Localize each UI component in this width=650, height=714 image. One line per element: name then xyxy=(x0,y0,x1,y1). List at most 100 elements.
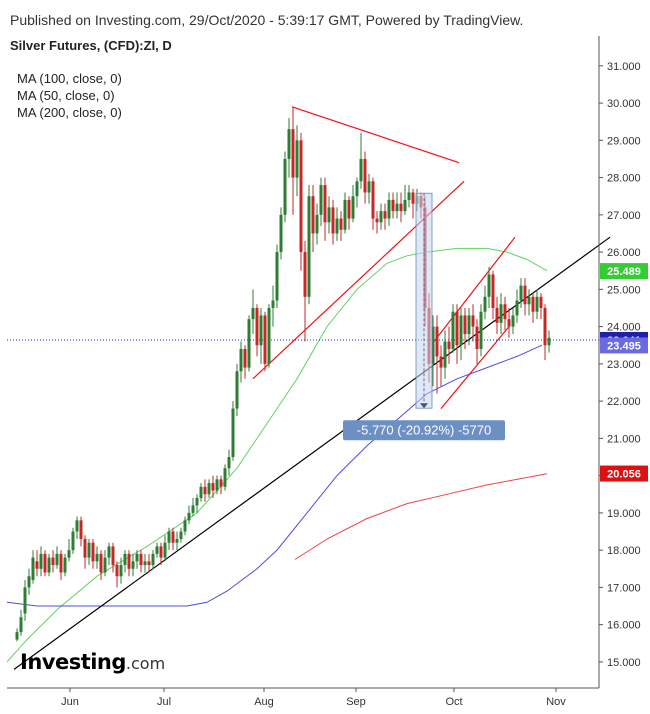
candle-body-69 xyxy=(291,129,295,178)
x-tick-label-3: Sep xyxy=(346,696,366,708)
y-tick-label-3: 18.000 xyxy=(607,545,641,557)
logo-text: Investing xyxy=(20,650,126,674)
x-tick-label-4: Oct xyxy=(445,696,462,708)
candle-body-98 xyxy=(407,192,411,200)
candle-body-70 xyxy=(295,140,299,178)
candle-body-71 xyxy=(299,140,303,253)
legend-item-ma200[interactable]: MA (200, close, 0) xyxy=(17,105,122,120)
candle-body-79 xyxy=(331,207,335,234)
x-tick-label-5: Nov xyxy=(546,696,566,708)
trendline-3 xyxy=(433,236,516,342)
candle-body-78 xyxy=(327,207,331,223)
candle-body-4 xyxy=(31,557,35,580)
candle-body-18 xyxy=(87,542,91,558)
candle-body-3 xyxy=(27,576,31,588)
candle-body-46 xyxy=(199,486,203,498)
candle-body-16 xyxy=(79,520,83,539)
candle-body-58 xyxy=(247,319,251,368)
candle-body-14 xyxy=(71,531,75,551)
candle-body-87 xyxy=(363,158,367,193)
candle-body-76 xyxy=(319,185,323,215)
price-label-ma100: 23.495 xyxy=(607,340,641,352)
y-tick-label-9: 24.000 xyxy=(607,322,641,334)
y-tick-label-0: 15.000 xyxy=(607,657,641,669)
y-tick-label-14: 29.000 xyxy=(607,135,641,147)
candle-body-72 xyxy=(303,252,307,297)
chart-title: Silver Futures, (CFD):ZI, D xyxy=(10,38,172,53)
candle-body-115 xyxy=(475,326,479,349)
logo-suffix: .com xyxy=(125,654,166,673)
candle-body-132 xyxy=(543,307,547,346)
candle-body-129 xyxy=(531,296,535,312)
y-tick-label-15: 30.000 xyxy=(607,98,641,110)
x-tick-label-1: Jul xyxy=(157,696,171,708)
candle-body-43 xyxy=(187,512,191,521)
candle-body-118 xyxy=(487,274,491,297)
measure-label-bg xyxy=(343,420,505,441)
measure-label: -5.770 (-20.92%) -5770 xyxy=(357,423,491,438)
measure-annotation: -5.770 (-20.92%) -5770 xyxy=(343,192,505,441)
candle-body-31 xyxy=(139,553,143,566)
candle-body-68 xyxy=(287,129,291,159)
candle-body-37 xyxy=(163,542,167,558)
y-tick-label-11: 26.000 xyxy=(607,247,641,259)
candle-body-26 xyxy=(119,565,123,577)
candle-body-49 xyxy=(211,483,215,491)
ma-line-2 xyxy=(294,473,548,560)
candle-body-42 xyxy=(183,520,187,532)
candle-body-82 xyxy=(343,199,347,230)
candle-body-52 xyxy=(223,468,227,487)
y-tick-label-12: 27.000 xyxy=(607,210,641,222)
candle-body-61 xyxy=(259,315,263,346)
candle-body-15 xyxy=(75,520,79,532)
candle-body-47 xyxy=(203,486,207,495)
trendline-2 xyxy=(440,326,510,409)
chart-area: -5.770 (-20.92%) -5770 15.000 16.000 17.00… xyxy=(6,36,650,709)
candle-body-126 xyxy=(519,285,523,301)
candle-body-50 xyxy=(215,479,219,491)
candle-body-107 xyxy=(443,341,447,368)
candle-body-90 xyxy=(375,218,379,223)
measure-arrow xyxy=(420,403,428,409)
published-header: Published on Investing.com, 29/Oct/2020 … xyxy=(10,12,524,28)
candle-body-8 xyxy=(47,557,51,573)
trendline-0 xyxy=(291,106,460,164)
candle-body-111 xyxy=(459,315,463,346)
axes: 15.00016.00017.00018.00019.00020.00021.0… xyxy=(7,36,641,708)
candle-body-73 xyxy=(307,196,311,297)
candle-body-12 xyxy=(63,557,67,573)
candle-body-119 xyxy=(491,274,495,308)
candle-body-109 xyxy=(451,311,455,349)
candle-body-105 xyxy=(435,326,439,357)
candle-body-99 xyxy=(411,192,415,204)
legend-item-ma50[interactable]: MA (50, close, 0) xyxy=(17,88,115,103)
price-label-bg-ma100 xyxy=(600,337,648,354)
candle-body-130 xyxy=(535,296,539,312)
candle-body-32 xyxy=(143,561,147,566)
candle-body-9 xyxy=(51,557,55,566)
candle-body-89 xyxy=(371,181,375,219)
candle-body-39 xyxy=(171,531,175,543)
candle-body-30 xyxy=(135,553,139,562)
ma-line-0 xyxy=(6,247,548,663)
price-label-ma50: 25.489 xyxy=(607,266,641,278)
candle-body-94 xyxy=(391,199,395,212)
candle-body-34 xyxy=(151,553,155,566)
candle-body-6 xyxy=(39,553,43,569)
y-tick-label-2: 17.000 xyxy=(607,582,641,594)
legend-item-ma100[interactable]: MA (100, close, 0) xyxy=(17,71,122,86)
candle-body-113 xyxy=(467,315,471,335)
candle-body-121 xyxy=(499,304,503,323)
candle-body-29 xyxy=(131,561,135,569)
candle-body-86 xyxy=(359,158,363,182)
candle-body-114 xyxy=(471,315,475,327)
candle-body-56 xyxy=(239,348,243,372)
candle-body-62 xyxy=(263,315,267,364)
candle-body-0 xyxy=(15,632,19,640)
candle-body-19 xyxy=(91,542,95,562)
candle-body-97 xyxy=(403,199,407,212)
candle-body-80 xyxy=(335,218,339,234)
candle-body-54 xyxy=(231,408,235,458)
candle-body-133 xyxy=(547,337,551,346)
candle-body-21 xyxy=(99,553,103,573)
